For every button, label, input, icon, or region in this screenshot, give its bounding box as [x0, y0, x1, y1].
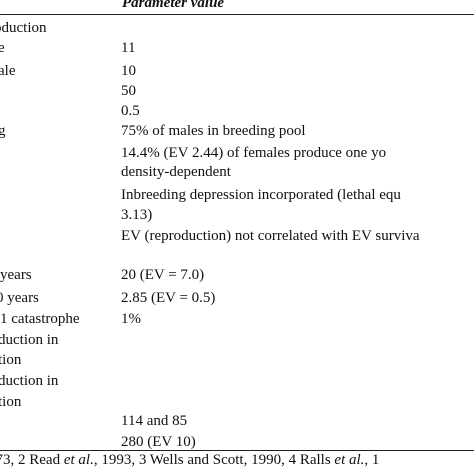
row-value: 280 (EV 10) [121, 434, 196, 450]
row-value: 11 [121, 40, 136, 56]
row-value: 3.13) [121, 207, 153, 223]
row-value: Inbreeding depression incorporated (leth… [121, 187, 401, 203]
row-label: e [0, 40, 5, 56]
row-label: g [0, 123, 6, 139]
row-value: 75% of males in breeding pool [121, 123, 306, 139]
row-label: duction in [0, 332, 59, 348]
row-value: 2.85 (EV = 0.5) [121, 290, 216, 306]
column-header-parameter-value: Parameter value [122, 0, 225, 11]
row-value: 50 [121, 83, 136, 99]
row-label: oduction [0, 20, 47, 36]
row-value: EV (reproduction) not correlated with EV… [121, 228, 420, 244]
row-label: duction in [0, 373, 59, 389]
footnote-text: 973, 2 Read et al., 1993, 3 Wells and Sc… [0, 452, 380, 468]
row-label: years [0, 267, 32, 283]
header-rule-top [0, 14, 474, 15]
row-value: 14.4% (EV 2.44) of females produce one y… [121, 145, 387, 161]
row-label: tion [0, 352, 22, 368]
row-value: 0.5 [121, 103, 140, 119]
row-value: 10 [121, 63, 136, 79]
row-value: 1% [121, 311, 141, 327]
row-value: density-dependent [121, 164, 231, 180]
row-label: 1 catastrophe [0, 311, 80, 327]
footer-rule [0, 450, 474, 451]
row-value: 114 and 85 [121, 413, 188, 429]
row-label: 0 years [0, 290, 39, 306]
row-label: ale [0, 63, 16, 79]
row-label: tion [0, 394, 22, 410]
row-value: 20 (EV = 7.0) [121, 267, 205, 283]
